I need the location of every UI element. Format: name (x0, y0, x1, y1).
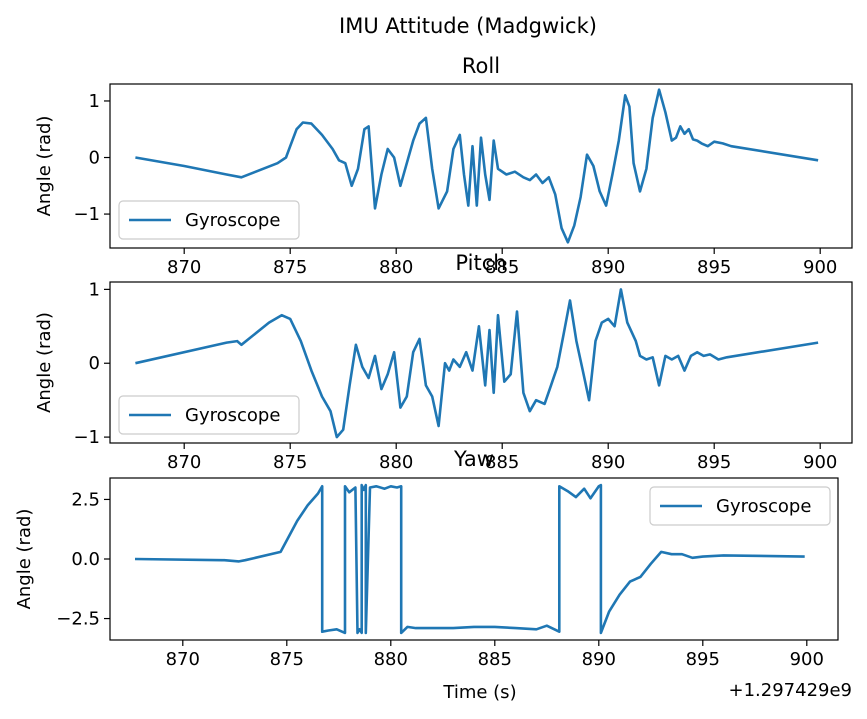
x-tick-label: 880 (379, 257, 413, 278)
legend-box (118, 395, 300, 435)
y-tick-label: −1 (73, 427, 100, 448)
y-tick-label: 1 (89, 91, 100, 112)
x-tick-label: 900 (803, 257, 837, 278)
x-tick-label: 900 (803, 452, 837, 473)
axes-frame (109, 83, 853, 249)
x-tick-label: 885 (485, 257, 519, 278)
x-tick-label: 890 (582, 649, 616, 670)
axes-frame (109, 281, 853, 444)
legend-box (649, 486, 831, 526)
x-tick-label: 875 (273, 452, 307, 473)
x-axis-label: Time (s) (442, 682, 516, 703)
x-tick-label: 890 (591, 257, 625, 278)
legend: Gyroscope (118, 200, 300, 240)
series-line-gyroscope (135, 288, 819, 439)
subplot-title: Roll (462, 54, 500, 78)
y-axis-label: Angle (rad) (14, 509, 35, 610)
x-tick-label: 880 (379, 452, 413, 473)
legend-label: Gyroscope (716, 496, 811, 517)
x-tick-label: 885 (478, 649, 512, 670)
x-tick-label: 875 (270, 649, 304, 670)
legend-label: Gyroscope (185, 405, 280, 426)
y-axis-label: Angle (rad) (34, 312, 55, 413)
figure-suptitle: IMU Attitude (Madgwick) (339, 14, 597, 38)
subplot-title: Pitch (455, 251, 506, 275)
x-tick-label: 895 (697, 257, 731, 278)
y-tick-label: −2.5 (56, 609, 100, 630)
x-axis-offset-label: +1.297429e9 (729, 680, 853, 701)
x-tick-label: 870 (166, 649, 200, 670)
y-axis-label: Angle (rad) (34, 116, 55, 217)
x-tick-label: 870 (167, 452, 201, 473)
y-tick-label: 0 (89, 353, 100, 374)
x-tick-label: 880 (374, 649, 408, 670)
x-tick-label: 895 (697, 452, 731, 473)
y-tick-label: 2.5 (71, 489, 100, 510)
legend: Gyroscope (649, 486, 831, 526)
x-tick-label: 870 (167, 257, 201, 278)
subplot-yaw: Yaw Angle (rad) 870 875 880 885 890 895 900 −2.5 0… (14, 447, 839, 670)
legend-box (118, 200, 300, 240)
subplot-roll: Roll Angle (rad) 870 875 880 885 890 895 900 −1 0 1… (34, 54, 853, 278)
subplot-title: Yaw (453, 447, 494, 471)
axes-root: Roll Angle (rad) 870 875 880 885 890 895 900 −1 0 1… (14, 54, 853, 670)
legend-label: Gyroscope (185, 210, 280, 231)
legend: Gyroscope (118, 395, 300, 435)
x-tick-label: 875 (273, 257, 307, 278)
subplot-pitch: Pitch Angle (rad) 870 875 880 885 890 895 900 −1 0… (34, 251, 853, 473)
y-tick-label: −1 (73, 204, 100, 225)
series-line-gyroscope (134, 483, 805, 635)
series-line-gyroscope (135, 88, 819, 244)
x-tick-label: 885 (485, 452, 519, 473)
y-tick-label: 1 (89, 279, 100, 300)
y-tick-label: 0 (89, 148, 100, 169)
x-tick-label: 895 (686, 649, 720, 670)
x-tick-label: 890 (591, 452, 625, 473)
y-tick-label: 0.0 (71, 549, 100, 570)
x-tick-label: 900 (790, 649, 824, 670)
